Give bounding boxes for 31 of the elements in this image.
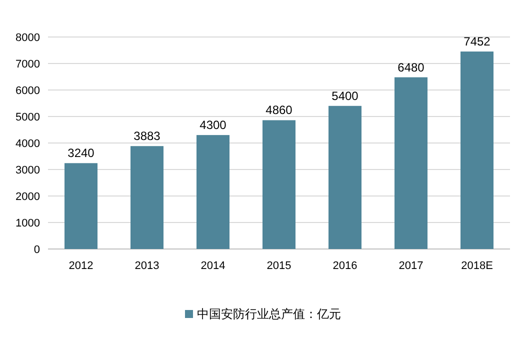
data-label: 4860: [266, 103, 293, 118]
x-tick-label: 2018E: [461, 260, 493, 272]
bar: [64, 163, 98, 249]
data-label: 6480: [398, 60, 425, 74]
data-label: 5400: [332, 88, 359, 103]
x-tick-label: 2014: [200, 260, 226, 272]
y-tick-label: 7000: [16, 58, 40, 70]
legend-label: 中国安防行业总产值：亿元: [197, 307, 341, 321]
data-label: 3240: [68, 146, 95, 160]
bar: [196, 135, 230, 249]
y-tick-label: 4000: [16, 138, 40, 150]
x-tick-label: 2013: [134, 260, 160, 272]
y-tick-label: 8000: [16, 32, 40, 44]
y-tick-label: 5000: [16, 112, 40, 124]
y-tick-label: 6000: [16, 85, 40, 97]
bar: [328, 106, 362, 249]
data-label: 3883: [134, 129, 161, 144]
y-tick-label: 1000: [16, 218, 40, 230]
x-tick-label: 2015: [266, 260, 292, 272]
bar: [262, 120, 296, 249]
x-tick-label: 2012: [68, 260, 94, 272]
data-label: 7452: [464, 34, 491, 49]
y-tick-label: 0: [34, 244, 40, 256]
data-label: 4300: [200, 118, 227, 132]
bar: [130, 146, 164, 249]
y-tick-label: 3000: [16, 164, 40, 176]
bar: [394, 77, 428, 249]
y-tick-label: 2000: [16, 191, 40, 203]
x-tick-label: 2017: [398, 260, 424, 272]
x-tick-label: 2016: [332, 260, 358, 272]
bar: [460, 52, 494, 249]
